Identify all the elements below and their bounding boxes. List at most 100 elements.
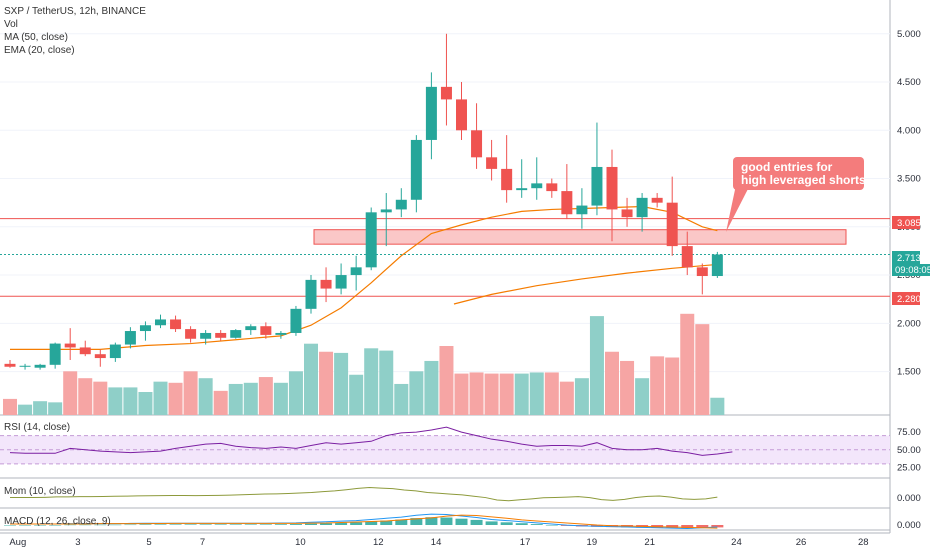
- volume-bar: [213, 390, 228, 415]
- candle: [34, 363, 46, 370]
- candle-body: [546, 183, 558, 192]
- time-tick-label: 5: [146, 537, 151, 548]
- candle: [215, 330, 227, 341]
- candle: [260, 322, 272, 339]
- candle: [245, 324, 257, 335]
- resistance-zone-layer: [0, 218, 890, 297]
- price-tick-label: 1.500: [897, 367, 921, 378]
- candle-body: [94, 354, 106, 359]
- volume-bar: [424, 360, 439, 415]
- volume-bar: [409, 371, 424, 415]
- macd-histogram-bar: [425, 517, 438, 525]
- time-tick-label: 24: [731, 537, 742, 548]
- volume-bar: [3, 398, 17, 415]
- macd-histogram-bar: [515, 523, 528, 525]
- candle-body: [561, 191, 573, 215]
- candle-body: [200, 332, 212, 339]
- candle-body: [230, 330, 242, 338]
- countdown-tag: [892, 264, 930, 276]
- candle: [79, 340, 91, 357]
- rsi-line: [9, 426, 733, 456]
- annotation-callout[interactable]: good entries for high leveraged shorts: [726, 157, 866, 232]
- volume-bar: [18, 404, 33, 415]
- volume-bar: [33, 401, 48, 415]
- time-tick-label: 19: [587, 537, 598, 548]
- candle: [395, 188, 407, 218]
- candle: [94, 349, 106, 367]
- time-tick-label: 10: [295, 537, 306, 548]
- volume-bar: [319, 351, 334, 415]
- volume-bar: [665, 357, 680, 415]
- candle-body: [19, 365, 31, 367]
- volume-bar: [168, 382, 183, 415]
- price-tick-label: 4.000: [897, 125, 921, 136]
- candle: [621, 197, 633, 227]
- level-lower-tag: [892, 292, 920, 305]
- volume-bar: [605, 351, 619, 415]
- signal-line: [10, 514, 718, 529]
- volume-bar: [499, 373, 514, 415]
- ema-legend: EMA (20, close): [4, 45, 75, 56]
- annotation-line-2: high leveraged shorts: [741, 173, 866, 187]
- candle: [290, 305, 302, 336]
- time-tick-label: Aug: [9, 537, 26, 548]
- volume-bar: [243, 382, 258, 415]
- macd-histogram-bar: [289, 524, 302, 525]
- candle: [4, 359, 16, 368]
- candle-body: [109, 344, 121, 359]
- candle-body: [711, 254, 723, 277]
- volume-bar: [484, 373, 499, 415]
- symbol-legend: SXP / TetherUS, 12h, BINANCE: [4, 6, 146, 17]
- candle: [64, 328, 76, 360]
- volume-bar: [78, 378, 93, 415]
- candle: [305, 275, 317, 314]
- volume-bar: [469, 372, 484, 415]
- macd-histogram-bar: [64, 524, 77, 526]
- volume-bar: [559, 381, 574, 415]
- volume-bar: [394, 383, 409, 415]
- candle-body: [696, 267, 708, 277]
- macd-histogram-bar: [455, 518, 468, 525]
- candle: [380, 193, 392, 247]
- level-upper-tag-text: 3.085: [897, 218, 921, 229]
- volume-bar: [710, 397, 725, 415]
- time-tick-label: 17: [520, 537, 531, 548]
- annotation-line-1: good entries for: [741, 160, 833, 174]
- candle-body: [591, 166, 603, 206]
- macd-histogram-bar: [711, 525, 724, 528]
- candle: [666, 176, 678, 256]
- rsi-tick-label: 75.00: [897, 427, 921, 438]
- level-upper-tag: [892, 216, 920, 229]
- macd-histogram-bar: [335, 522, 348, 525]
- candle: [561, 164, 573, 220]
- candle-body: [185, 329, 197, 339]
- candle: [471, 103, 483, 169]
- macd-histogram-bar: [79, 524, 92, 526]
- candle-body: [335, 275, 347, 289]
- mom-tick-label: 0.000: [897, 493, 921, 504]
- candle-body: [260, 326, 272, 335]
- volume-bar: [695, 324, 710, 415]
- volume-bar: [288, 371, 303, 415]
- volume-bar: [334, 352, 349, 415]
- price-tick-label: 4.500: [897, 77, 921, 88]
- macd-histogram-bar: [229, 524, 242, 525]
- macd-histogram-bar: [440, 517, 453, 525]
- volume-bar: [123, 387, 138, 415]
- macd-histogram-bar: [395, 519, 408, 525]
- candle: [185, 326, 197, 343]
- candle-body: [380, 209, 392, 213]
- volume-bar: [349, 374, 364, 415]
- rsi-legend: RSI (14, close): [4, 422, 70, 433]
- price-tick-label: 3.500: [897, 174, 921, 185]
- volume-bar: [273, 382, 288, 415]
- volume-bar: [589, 316, 604, 415]
- candle-body: [305, 279, 317, 309]
- volume-layer: [3, 313, 725, 415]
- last-price-tag-text: 2.713: [897, 253, 921, 264]
- volume-bar: [93, 381, 108, 415]
- candle: [546, 178, 558, 198]
- candle: [696, 263, 708, 295]
- candle-body: [320, 279, 332, 289]
